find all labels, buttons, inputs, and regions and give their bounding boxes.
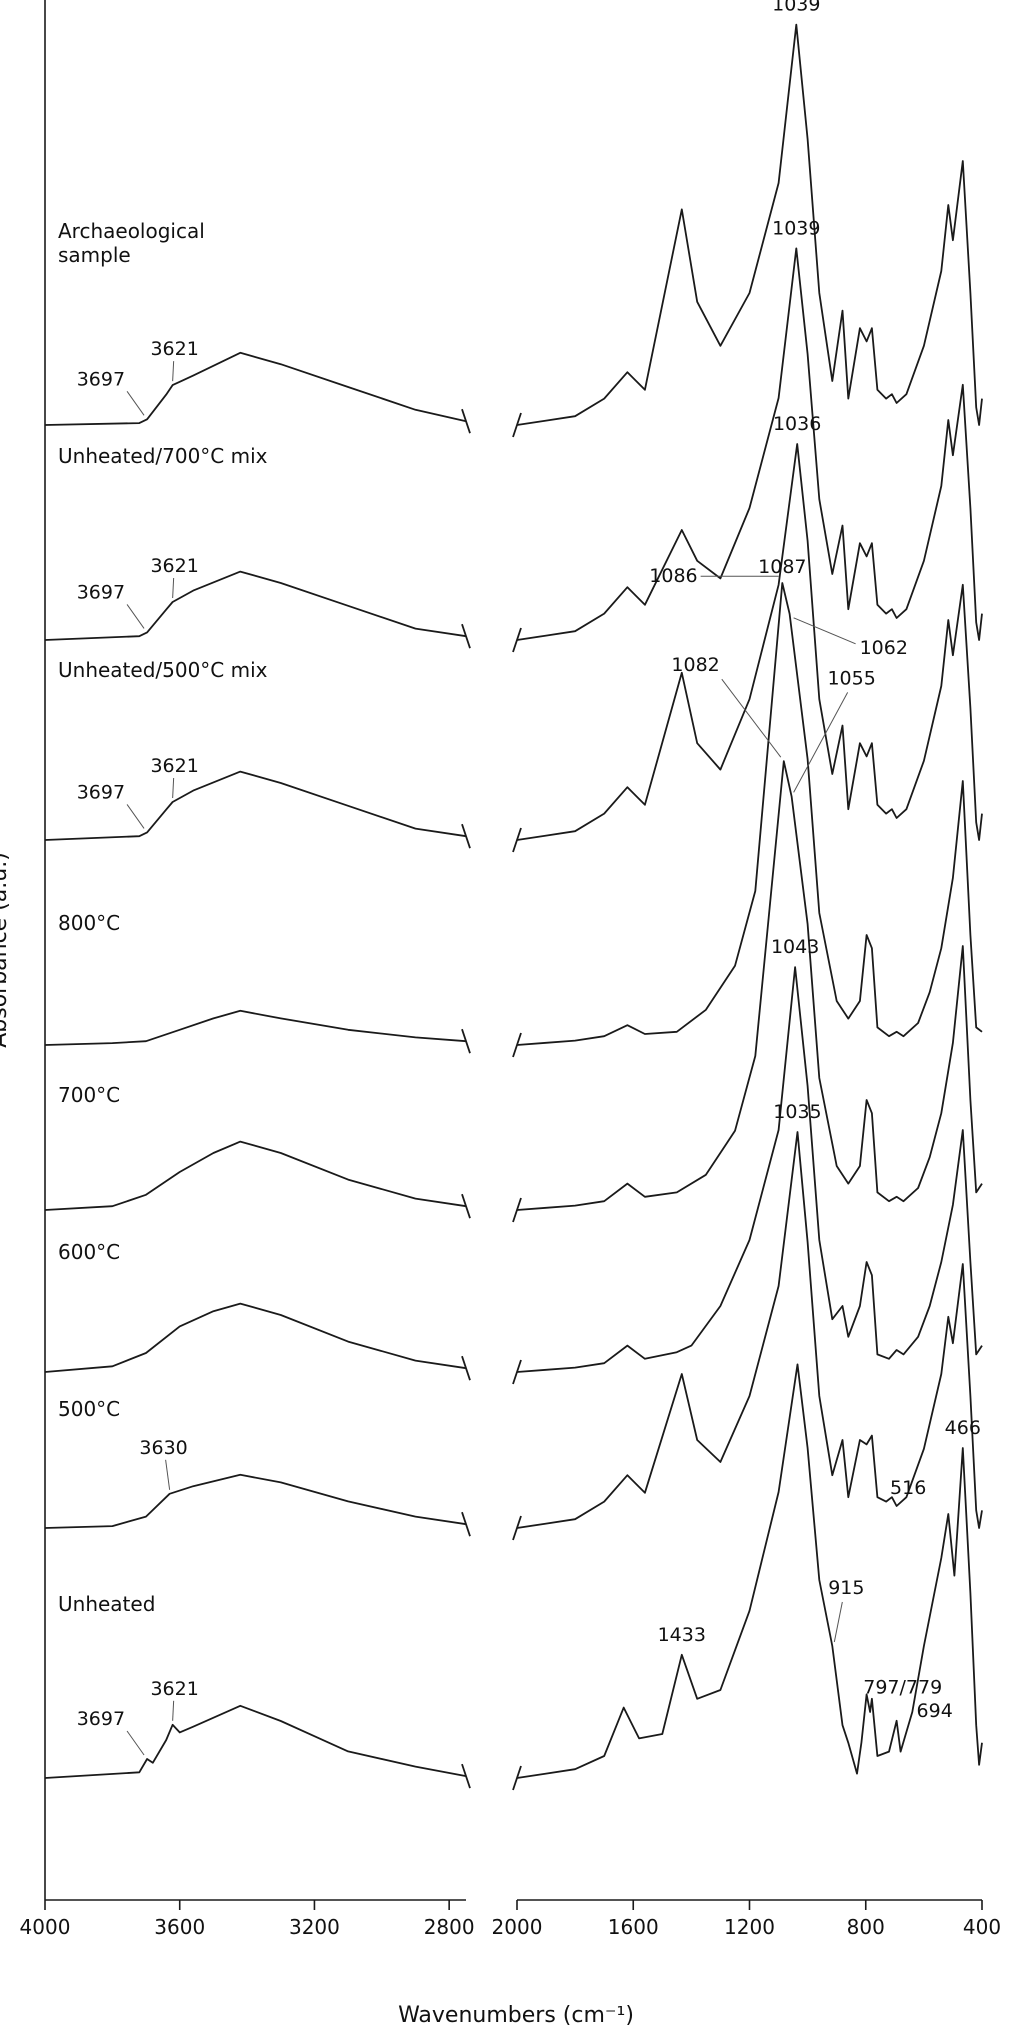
axis-break-mark bbox=[512, 827, 522, 853]
series-labels: Archaeological sample Unheated/700°C mix Un… bbox=[58, 219, 268, 1616]
axis-break-mark bbox=[512, 627, 522, 653]
spectrum-high-500-c bbox=[44, 1473, 467, 1529]
axis-break-mark bbox=[512, 1765, 522, 1791]
axis-break-mark bbox=[461, 1355, 471, 1381]
x-tick-label-400: 400 bbox=[963, 1915, 1001, 1939]
spectrum-low-unheated-500-c-mix bbox=[516, 443, 983, 841]
annotation-leader bbox=[721, 678, 782, 758]
peak-label-3621: 3621 bbox=[150, 338, 198, 360]
x-tick-label-4000: 4000 bbox=[20, 1915, 71, 1939]
spectrum-low-unheated-700-c-mix bbox=[516, 247, 983, 641]
spectrum-high-800-c bbox=[44, 1009, 467, 1046]
spectrum-high-600-c bbox=[44, 1302, 467, 1373]
spectrum-high-unheated-500-c-mix bbox=[44, 770, 467, 841]
axis-break-mark bbox=[461, 1193, 471, 1219]
peak-label-3697: 3697 bbox=[77, 1708, 125, 1730]
annotation-leader bbox=[833, 1601, 843, 1643]
series-label-unheated: Unheated bbox=[58, 1592, 155, 1616]
series-label-unheated-500-c-mix: Unheated/500°C mix bbox=[58, 658, 268, 682]
annotation-leader bbox=[172, 777, 175, 799]
spectrum-low-800-c bbox=[516, 582, 983, 1046]
spectrum-high-unheated bbox=[44, 1704, 467, 1779]
series-label-800-c: 800°C bbox=[58, 911, 120, 935]
peak-annotations: 1039 3621 3697 1039 3621 3697 1036 3621 3697 1087… bbox=[77, 0, 981, 1756]
peak-label-1043: 1043 bbox=[771, 936, 819, 958]
series-label-600-c: 600°C bbox=[58, 1240, 120, 1264]
axis-break-mark bbox=[461, 408, 471, 434]
peak-label-1039: 1039 bbox=[772, 0, 820, 16]
peak-label-1086: 1086 bbox=[649, 565, 697, 587]
x-tick-label-2000: 2000 bbox=[492, 1915, 543, 1939]
peak-label-3621: 3621 bbox=[150, 1678, 198, 1700]
peak-label-1082: 1082 bbox=[671, 654, 719, 676]
peak-label-3697: 3697 bbox=[77, 368, 125, 390]
axis-break-mark bbox=[512, 1032, 522, 1058]
spectrum-high-archaeological-sample bbox=[44, 351, 467, 426]
peak-label-1055: 1055 bbox=[827, 667, 875, 689]
annotation-leader bbox=[172, 577, 175, 599]
series-label-unheated-700-c-mix: Unheated/700°C mix bbox=[58, 444, 268, 468]
peak-label-1035: 1035 bbox=[773, 1101, 821, 1123]
x-axis-title: Wavenumbers (cm⁻¹) bbox=[398, 2003, 634, 2028]
peak-label-3697: 3697 bbox=[77, 581, 125, 603]
spectrum-low-600-c bbox=[516, 966, 983, 1373]
peak-label-3697: 3697 bbox=[77, 781, 125, 803]
annotation-leader bbox=[165, 1459, 171, 1490]
axis-break-mark bbox=[461, 1763, 471, 1789]
axis-break-mark bbox=[512, 1515, 522, 1541]
annotation-leader bbox=[172, 1700, 175, 1721]
annotation-leader bbox=[126, 604, 145, 629]
peak-label-3621: 3621 bbox=[150, 555, 198, 577]
x-tick-label-2800: 2800 bbox=[424, 1915, 475, 1939]
spectra-traces bbox=[44, 23, 983, 1791]
spectrum-low-archaeological-sample bbox=[516, 23, 983, 426]
annotation-leader bbox=[126, 804, 145, 829]
x-ticks: 4000 3600 3200 2800 2000 1600 1200 800 400 bbox=[20, 1900, 1001, 1939]
peak-label-1087: 1087 bbox=[758, 556, 806, 578]
peak-label-1039: 1039 bbox=[772, 217, 820, 239]
peak-label-1036: 1036 bbox=[773, 413, 821, 435]
axes bbox=[44, 0, 982, 1901]
series-label-700-c: 700°C bbox=[58, 1083, 120, 1107]
peak-label-797-779: 797/779 bbox=[863, 1677, 942, 1699]
peak-label-3621: 3621 bbox=[150, 755, 198, 777]
peak-label-3630: 3630 bbox=[139, 1437, 187, 1459]
peak-label-1062: 1062 bbox=[860, 637, 908, 659]
x-tick-label-3600: 3600 bbox=[154, 1915, 205, 1939]
series-label-500-c: 500°C bbox=[58, 1397, 120, 1421]
series-label-archaeological-sample: Archaeological sample bbox=[58, 219, 205, 267]
peak-label-466: 466 bbox=[945, 1417, 981, 1439]
x-tick-label-3200: 3200 bbox=[289, 1915, 340, 1939]
annotation-leader bbox=[793, 692, 849, 793]
annotation-leader bbox=[793, 617, 856, 645]
axis-break-mark bbox=[512, 1359, 522, 1385]
spectrum-low-500-c bbox=[516, 1131, 983, 1529]
x-tick-label-1200: 1200 bbox=[724, 1915, 775, 1939]
peak-label-915: 915 bbox=[828, 1577, 864, 1599]
axis-break-mark bbox=[461, 823, 471, 849]
peak-label-516: 516 bbox=[890, 1477, 926, 1499]
axis-break-mark bbox=[512, 1197, 522, 1223]
spectrum-high-unheated-700-c-mix bbox=[44, 570, 467, 641]
annotation-leader bbox=[126, 391, 145, 416]
axis-break-mark bbox=[461, 1511, 471, 1537]
x-tick-label-1600: 1600 bbox=[608, 1915, 659, 1939]
spectrum-high-700-c bbox=[44, 1140, 467, 1211]
spectrum-low-700-c bbox=[516, 760, 983, 1211]
annotation-leader bbox=[172, 361, 175, 382]
peak-label-1433: 1433 bbox=[658, 1624, 706, 1646]
spectrum-low-unheated bbox=[516, 1363, 983, 1779]
axis-break-mark bbox=[461, 1028, 471, 1054]
x-tick-label-800: 800 bbox=[847, 1915, 885, 1939]
peak-label-694: 694 bbox=[917, 1700, 953, 1722]
axis-break-mark bbox=[512, 412, 522, 438]
y-axis-title: Absorbance (a.u.) bbox=[0, 852, 12, 1048]
annotation-leader bbox=[126, 1730, 145, 1756]
axis-break-mark bbox=[461, 623, 471, 649]
